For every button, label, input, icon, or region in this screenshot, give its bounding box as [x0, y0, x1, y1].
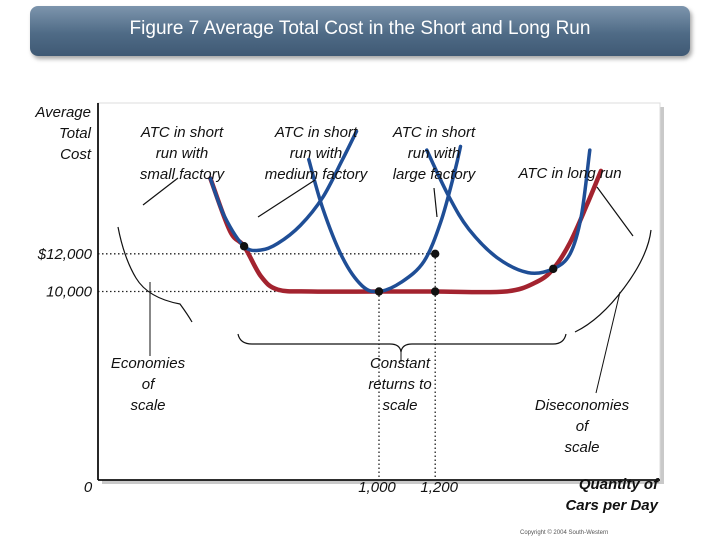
label-large-factory: ATC in short — [392, 124, 476, 141]
bracket-economies — [117, 226, 193, 323]
pointer-large-factory — [433, 187, 438, 218]
marked-point — [431, 287, 440, 296]
marked-point — [549, 264, 558, 274]
region-label-economies: scale — [130, 397, 165, 414]
title-bar: Figure 7 Average Total Cost in the Short… — [30, 6, 690, 56]
short-run-atc-curve-3 — [425, 148, 592, 276]
region-label-constant: scale — [382, 397, 417, 414]
x-axis-title: Quantity of — [579, 476, 660, 493]
region-label-diseconomies: scale — [564, 439, 599, 456]
pointer-small-factory — [142, 177, 179, 206]
region-label-diseconomies: Diseconomies — [535, 397, 630, 414]
y-axis-title: Cost — [60, 146, 92, 163]
label-large-factory: run with — [408, 145, 461, 162]
label-long-run: ATC in long run — [517, 165, 621, 182]
pointer-long-run — [596, 186, 634, 237]
copyright-notice: Copyright © 2004 South-Western — [520, 530, 609, 536]
marked-point — [239, 242, 249, 251]
x-axis-title: Cars per Day — [565, 497, 658, 514]
label-small-factory: small factory — [140, 166, 226, 183]
region-label-constant: Constant — [370, 355, 431, 372]
origin-label: 0 — [84, 479, 93, 496]
label-medium-factory: ATC in short — [274, 124, 358, 141]
y-tick-label: 10,000 — [46, 284, 93, 301]
label-small-factory: ATC in short — [140, 124, 224, 141]
y-tick-label: $12,000 — [37, 246, 93, 263]
label-large-factory: large factory — [393, 166, 477, 183]
bracket-diseconomies — [574, 229, 652, 333]
label-medium-factory: run with — [290, 145, 343, 162]
region-label-economies: of — [142, 376, 156, 393]
y-axis-title: Average — [34, 104, 91, 121]
region-label-constant: returns to — [368, 376, 431, 393]
label-small-factory: run with — [156, 145, 209, 162]
pointer-diseconomies — [595, 291, 621, 394]
region-label-diseconomies: of — [576, 418, 590, 435]
marked-point — [374, 287, 384, 296]
pointer-medium-factory — [257, 179, 316, 218]
region-label-economies: Economies — [111, 355, 186, 372]
x-tick-label: 1,200 — [420, 479, 458, 496]
marked-point — [431, 249, 440, 258]
page-title: Figure 7 Average Total Cost in the Short… — [129, 18, 591, 39]
label-medium-factory: medium factory — [265, 166, 369, 183]
x-tick-label: 1,000 — [358, 479, 396, 496]
y-axis-title: Total — [59, 125, 92, 142]
short-run-atc-curve-1 — [208, 129, 359, 253]
